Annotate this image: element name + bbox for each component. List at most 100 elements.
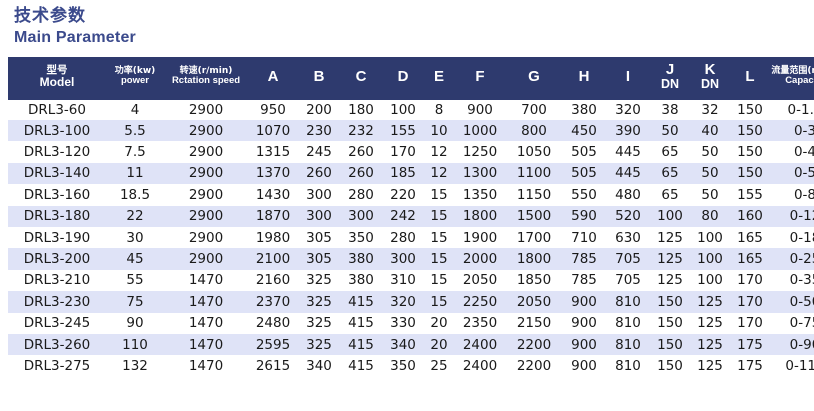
table-cell: 330 xyxy=(390,315,416,332)
table-cell: 2900 xyxy=(188,208,224,225)
cell-model: DRL3-200 xyxy=(23,251,91,268)
table-cell: 2050 xyxy=(462,272,498,289)
table-cell: 45 xyxy=(126,251,144,268)
table-cell: 160 xyxy=(737,208,763,225)
table-row: DRL3-200 45 2900 2100 305 380 300 15 2000 1800 785… xyxy=(8,248,814,270)
table-cell: 900 xyxy=(571,336,597,353)
table-cell: 785 xyxy=(571,251,597,268)
table-cell: 630 xyxy=(615,229,641,246)
table-cell: 450 xyxy=(571,122,597,139)
table-cell: 15 xyxy=(430,186,448,203)
table-cell: 415 xyxy=(348,293,374,310)
table-cell: 1250 xyxy=(462,144,498,161)
table-cell: 2595 xyxy=(255,336,291,353)
table-cell: 305 xyxy=(306,229,332,246)
table-row: DRL3-210 55 1470 2160 325 380 310 15 2050 1850 785… xyxy=(8,270,814,291)
column-header-model: 型号 Model xyxy=(8,57,106,101)
table-cell: 20 xyxy=(430,315,448,332)
table-cell: 170 xyxy=(737,272,763,289)
table-cell: 100 xyxy=(657,208,683,225)
column-header-l: L xyxy=(730,57,770,101)
table-cell: 22 xyxy=(126,208,144,225)
table-cell: 32 xyxy=(701,102,719,119)
table-cell: 110 xyxy=(122,336,148,353)
column-header-b: B xyxy=(298,57,340,101)
table-cell: 300 xyxy=(306,186,332,203)
table-row: DRL3-160 18.5 2900 1430 300 280 220 15 1350 1150 5… xyxy=(8,184,814,205)
table-cell: 340 xyxy=(306,358,332,374)
cell-model: DRL3-120 xyxy=(23,144,91,161)
cell-model: DRL3-245 xyxy=(23,315,91,332)
column-header-h-label: H xyxy=(578,68,590,86)
column-header-power: 功率(kw) power xyxy=(106,57,164,101)
table-cell: 1350 xyxy=(462,186,498,203)
table-cell: 242 xyxy=(390,208,416,225)
table-cell: 1100 xyxy=(516,165,552,182)
table-cell: 150 xyxy=(737,102,763,119)
table-cell: 2900 xyxy=(188,186,224,203)
table-cell: 810 xyxy=(615,358,641,374)
table-cell: 12 xyxy=(430,144,448,161)
table-cell: 0-50 xyxy=(789,293,814,310)
table-cell: 155 xyxy=(390,122,416,139)
table-header-row: 型号 Model 功率(kw) power 转速(r/min) Rctation… xyxy=(8,57,814,101)
column-header-rotation-speed-en: Rctation speed xyxy=(171,75,241,87)
column-header-model-cn: 型号 xyxy=(46,63,68,76)
table-cell: 125 xyxy=(657,251,683,268)
table-cell: 800 xyxy=(521,122,547,139)
cell-model: DRL3-190 xyxy=(23,229,91,246)
table-cell: 7.5 xyxy=(124,144,146,161)
column-header-j-label: J xyxy=(665,61,675,79)
table-cell: 0-90 xyxy=(789,336,814,353)
table-cell: 445 xyxy=(615,144,641,161)
table-cell: 150 xyxy=(737,144,763,161)
table-cell: 1700 xyxy=(516,229,552,246)
parameters-table-wrapper: 型号 Model 功率(kw) power 转速(r/min) Rctation… xyxy=(0,57,814,376)
table-cell: 590 xyxy=(571,208,597,225)
table-cell: 232 xyxy=(348,122,374,139)
table-cell: 1470 xyxy=(188,272,224,289)
table-cell: 100 xyxy=(390,102,416,119)
column-header-g: G xyxy=(506,57,562,101)
table-cell: 280 xyxy=(348,186,374,203)
column-header-k-dn-label: DN xyxy=(700,77,720,91)
table-cell: 320 xyxy=(390,293,416,310)
table-cell: 220 xyxy=(390,186,416,203)
column-header-k-label: K xyxy=(704,61,716,79)
column-header-l-label: L xyxy=(745,67,755,85)
table-cell: 90 xyxy=(126,315,144,332)
table-cell: 340 xyxy=(390,336,416,353)
table-cell: 8 xyxy=(434,102,444,119)
table-cell: 1315 xyxy=(255,144,291,161)
table-cell: 150 xyxy=(657,293,683,310)
table-cell: 550 xyxy=(571,186,597,203)
table-cell: 15 xyxy=(430,251,448,268)
table-cell: 25 xyxy=(430,358,448,374)
table-cell: 2615 xyxy=(255,358,291,374)
table-row: DRL3-100 5.5 2900 1070 230 232 155 10 1000 800 450… xyxy=(8,120,814,142)
column-header-j-dn-label: DN xyxy=(660,77,680,91)
table-cell: 20 xyxy=(430,336,448,353)
table-cell: 445 xyxy=(615,165,641,182)
table-cell: 390 xyxy=(615,122,641,139)
table-cell: 2250 xyxy=(462,293,498,310)
table-cell: 0-3 xyxy=(793,122,814,139)
column-header-i: I xyxy=(606,57,650,101)
table-cell: 0-110 xyxy=(785,358,814,374)
table-cell: 1000 xyxy=(462,122,498,139)
technical-parameters-table: 型号 Model 功率(kw) power 转速(r/min) Rctation… xyxy=(8,57,814,376)
table-cell: 100 xyxy=(697,272,723,289)
table-cell: 280 xyxy=(390,229,416,246)
column-header-power-cn: 功率(kw) xyxy=(114,66,156,77)
table-cell: 2400 xyxy=(462,358,498,374)
column-header-d-label: D xyxy=(397,68,409,86)
table-cell: 900 xyxy=(467,102,493,119)
table-cell: 0-35 xyxy=(789,272,814,289)
table-row: DRL3-260 110 1470 2595 325 415 340 20 2400 2200 90… xyxy=(8,333,814,356)
table-cell: 2900 xyxy=(188,102,224,119)
column-header-c: C xyxy=(340,57,382,101)
table-cell: 2900 xyxy=(188,122,224,139)
table-cell: 38 xyxy=(661,102,679,119)
cell-model: DRL3-180 xyxy=(23,208,91,225)
table-cell: 0-18 xyxy=(789,229,814,246)
